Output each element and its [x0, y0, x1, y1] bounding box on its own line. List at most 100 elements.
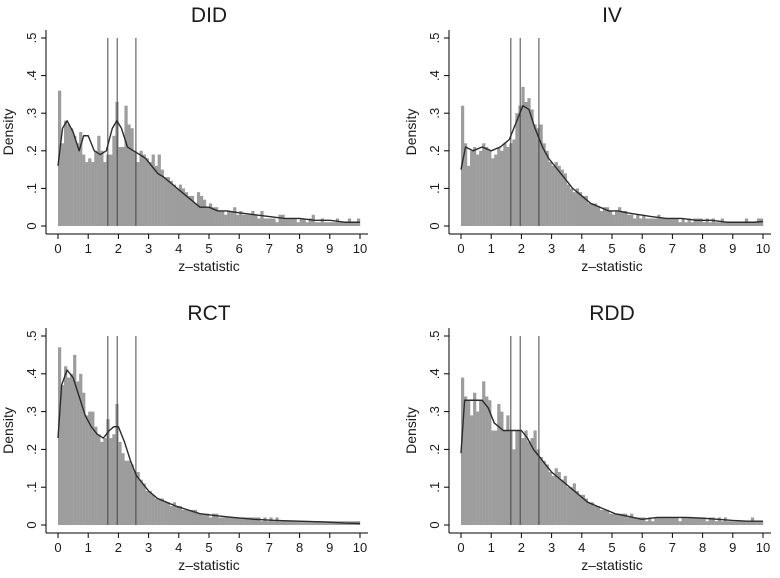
y-tick-label: .4: [427, 70, 442, 81]
histogram-bar: [61, 385, 65, 525]
histogram-bar: [512, 139, 516, 226]
histogram-bar: [494, 430, 498, 525]
y-tick-label: .1: [427, 482, 442, 493]
y-axis-label: Density: [403, 407, 419, 454]
histogram-bar: [732, 521, 737, 525]
histogram-bar: [221, 517, 225, 525]
histogram-bar: [605, 509, 610, 525]
histogram-bar: [112, 135, 116, 226]
histogram-bar: [239, 210, 243, 226]
x-tick-label: 2: [518, 540, 525, 555]
histogram-bar: [669, 517, 673, 525]
histogram-bar: [70, 128, 74, 226]
histogram-bar: [296, 521, 300, 525]
histogram-bar: [79, 132, 83, 226]
x-tick-label: 1: [85, 241, 92, 256]
histogram-bar: [566, 487, 570, 525]
histogram-bar: [314, 521, 318, 525]
histogram-bar: [726, 222, 730, 226]
x-tick-label: 0: [54, 540, 61, 555]
histogram-bar: [269, 218, 273, 226]
histogram-bar: [684, 517, 688, 525]
histogram-bar: [187, 195, 192, 226]
histogram-bar: [257, 218, 261, 226]
histogram-bar: [675, 517, 679, 525]
histogram-bar: [590, 502, 595, 525]
histogram-bar: [618, 207, 622, 226]
histogram-bar: [97, 135, 101, 226]
histogram-bar: [491, 430, 495, 525]
x-tick-label: 1: [488, 241, 495, 256]
histogram-bar: [756, 521, 761, 525]
y-axis-label: Density: [0, 109, 16, 156]
histogram-bar: [293, 218, 297, 226]
histogram-bar: [470, 150, 474, 226]
histogram-bar: [642, 214, 646, 226]
histogram-bar: [76, 143, 80, 226]
x-tick-label: 7: [669, 241, 676, 256]
histogram-bar: [133, 472, 137, 525]
histogram-bar: [563, 173, 567, 226]
histogram-bar: [753, 521, 758, 525]
histogram-bar: [242, 214, 246, 226]
histogram-bar: [693, 517, 697, 525]
histogram-bar: [353, 222, 358, 226]
x-tick-label: 10: [756, 241, 770, 256]
histogram-bar: [178, 506, 183, 525]
histogram-bar: [557, 165, 561, 226]
histogram-bar: [157, 498, 161, 525]
histogram-bar: [308, 218, 312, 226]
histogram-bar: [145, 490, 149, 525]
histogram-bar: [245, 214, 249, 226]
histogram-bar: [190, 195, 195, 226]
histogram-bar: [205, 207, 210, 226]
histogram-bar: [344, 222, 349, 226]
histogram-bar: [338, 222, 343, 226]
histogram-bar: [533, 124, 537, 226]
histogram-bar: [515, 113, 519, 226]
histogram-bar: [587, 502, 592, 525]
x-tick-label: 8: [296, 540, 303, 555]
histogram-bar: [645, 521, 649, 525]
histogram-bar: [284, 218, 288, 226]
histogram-bar: [236, 214, 240, 226]
histogram-bar: [747, 222, 752, 226]
histogram-bar: [657, 517, 661, 525]
histogram-bar: [64, 366, 68, 525]
histogram-bar: [476, 411, 480, 525]
x-tick-label: 5: [205, 241, 212, 256]
histogram-bar: [491, 158, 495, 226]
histogram-bar: [711, 517, 715, 525]
x-tick-label: 10: [353, 241, 367, 256]
histogram-bar: [130, 128, 134, 226]
histogram-bar: [593, 506, 598, 525]
y-tick-label: 0: [427, 521, 442, 528]
histogram-bar: [257, 517, 261, 525]
histogram-bar: [215, 513, 219, 525]
histogram-bar: [181, 188, 186, 226]
x-axis-label: z–statistic: [178, 557, 239, 573]
histogram-bar: [741, 222, 746, 226]
x-tick-label: 6: [236, 241, 243, 256]
y-tick-label: .3: [427, 108, 442, 119]
histogram-bar: [708, 222, 712, 226]
histogram-bar: [627, 214, 631, 226]
histogram-bar: [224, 517, 228, 525]
histogram-bar: [76, 381, 80, 525]
histogram-bar: [121, 147, 125, 226]
histogram-bar: [596, 506, 601, 525]
histogram-bar: [581, 195, 586, 226]
histogram-bar: [64, 120, 68, 226]
histogram-bar: [485, 147, 489, 226]
histogram-bar: [103, 162, 107, 226]
histogram-bar: [482, 381, 486, 525]
histogram-bar: [142, 154, 146, 226]
y-axis-label: Density: [403, 109, 419, 156]
histogram-bar: [735, 222, 740, 226]
histogram-bar: [633, 517, 637, 525]
histogram-bar: [624, 210, 628, 226]
histogram-bar: [145, 158, 149, 226]
histogram-bar: [199, 195, 204, 226]
histogram-bar: [621, 210, 625, 226]
